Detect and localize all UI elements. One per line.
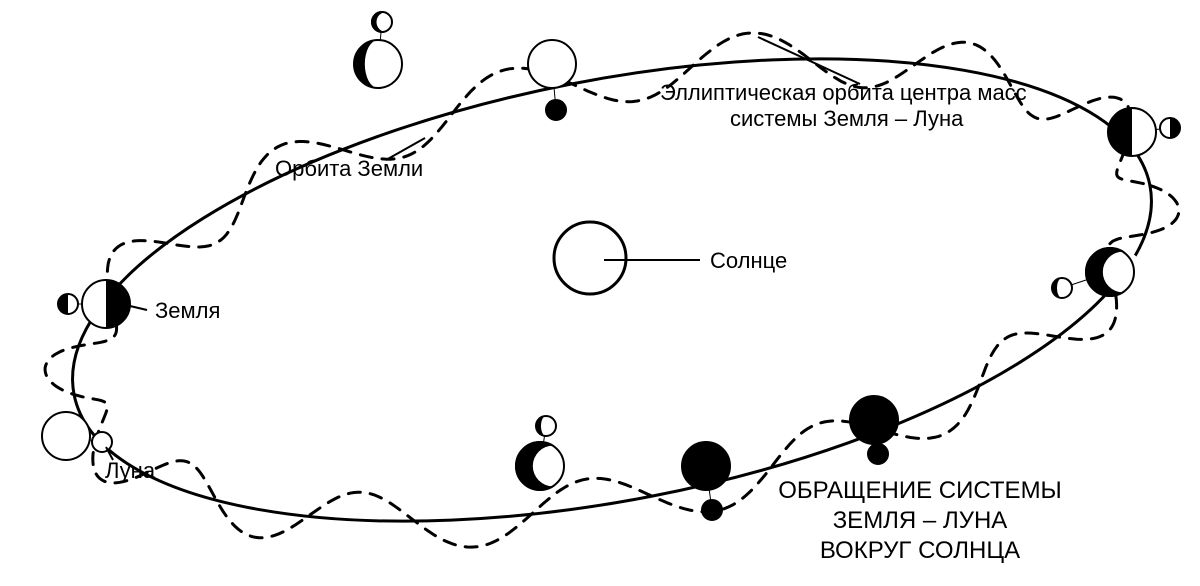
earth-moon-2 <box>1108 108 1180 156</box>
title-line3: ВОКРУГ СОЛНЦА <box>820 537 1020 564</box>
label-barycenter-line2: системы Земля – Луна <box>730 106 964 131</box>
label-barycenter-line1: Эллиптическая орбита центра масс <box>660 80 1027 105</box>
earth-moon-4 <box>850 396 898 464</box>
earth-moon-0 <box>354 12 402 88</box>
earth-orbit-wavy <box>45 33 1179 547</box>
labels: Эллиптическая орбита центра масс системы… <box>105 80 1062 564</box>
earth-moon-7 <box>42 412 112 460</box>
sun <box>554 222 626 294</box>
earth-moon-3 <box>1052 248 1144 298</box>
title-line1: ОБРАЩЕНИЕ СИСТЕМЫ <box>778 477 1062 504</box>
earth-moon-6 <box>516 416 574 490</box>
earth-moon-1 <box>528 40 576 120</box>
label-sun: Солнце <box>710 248 787 273</box>
label-moon: Луна <box>105 458 156 483</box>
label-earth: Земля <box>155 298 220 323</box>
title-line2: ЗЕМЛЯ – ЛУНА <box>833 507 1008 534</box>
diagram-canvas: Эллиптическая орбита центра масс системы… <box>0 0 1200 586</box>
label-earth-orbit: Орбита Земли <box>275 156 423 181</box>
earth-moon-5 <box>682 442 730 520</box>
